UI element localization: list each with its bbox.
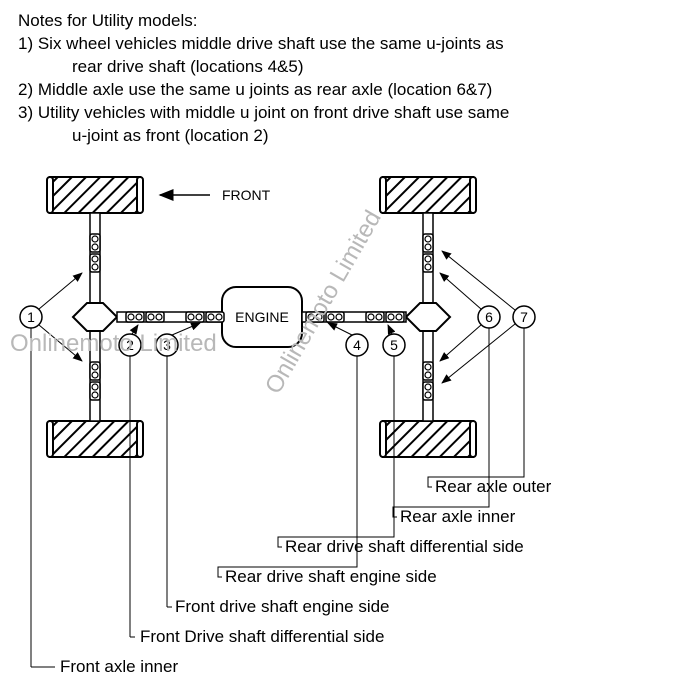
rear-axle-ujoint-bot	[423, 362, 433, 380]
wheel-front-bottom	[47, 421, 143, 457]
rear-ds-ujoint-3	[366, 312, 384, 322]
diagram-svg: FRONT ENGINE	[0, 155, 700, 695]
note-line-2: 2) Middle axle use the same u joints as …	[18, 79, 682, 102]
wheel-front-top	[47, 177, 143, 213]
front-ds-ujoint-1	[126, 312, 144, 322]
svg-text:5: 5	[390, 337, 398, 353]
front-differential	[73, 303, 117, 331]
notes-block: Notes for Utility models: 1) Six wheel v…	[0, 0, 700, 148]
callout-1: 1	[20, 273, 82, 667]
label-4: Rear drive shaft engine side	[225, 567, 437, 586]
front-ds-ujoint-3	[186, 312, 204, 322]
label-7: Rear axle outer	[435, 477, 552, 496]
note-line-1: rear drive shaft (locations 4&5)	[18, 56, 682, 79]
rear-ds-ujoint-2	[326, 312, 344, 322]
rear-axle-ujoint-top	[423, 234, 433, 252]
front-ds-ujoint-2	[146, 312, 164, 322]
svg-text:2: 2	[126, 337, 134, 353]
wheel-rear-top	[380, 177, 476, 213]
callout-2: 2	[119, 325, 141, 637]
front-axle-ujoint-bot	[90, 362, 100, 380]
label-2: Front Drive shaft differential side	[140, 627, 384, 646]
note-line-0: 1) Six wheel vehicles middle drive shaft…	[18, 33, 682, 56]
svg-text:4: 4	[353, 337, 361, 353]
front-label: FRONT	[222, 187, 271, 203]
label-1: Front axle inner	[60, 657, 178, 676]
label-6: Rear axle inner	[400, 507, 516, 526]
svg-text:6: 6	[485, 309, 493, 325]
front-axle-ujoint-bot2	[90, 382, 100, 400]
rear-differential	[406, 303, 450, 331]
rear-axle-ujoint-bot2	[423, 382, 433, 400]
note-line-4: u-joint as front (location 2)	[18, 125, 682, 148]
svg-text:7: 7	[520, 309, 528, 325]
svg-text:3: 3	[163, 337, 171, 353]
drivetrain-diagram: Onlinemoto Limited Onlinemoto Limited	[0, 155, 700, 695]
svg-text:1: 1	[27, 309, 35, 325]
front-ds-ujoint-4	[206, 312, 224, 322]
front-axle-ujoint-top2	[90, 254, 100, 272]
rear-ds-ujoint-1	[306, 312, 324, 322]
notes-title: Notes for Utility models:	[18, 10, 682, 33]
label-3: Front drive shaft engine side	[175, 597, 390, 616]
note-line-3: 3) Utility vehicles with middle u joint …	[18, 102, 682, 125]
engine-label: ENGINE	[235, 309, 289, 325]
rear-axle-ujoint-top2	[423, 254, 433, 272]
rear-ds-ujoint-4	[386, 312, 404, 322]
label-5: Rear drive shaft differential side	[285, 537, 524, 556]
front-axle-ujoint-top	[90, 234, 100, 252]
callout-3: 3	[156, 323, 200, 607]
